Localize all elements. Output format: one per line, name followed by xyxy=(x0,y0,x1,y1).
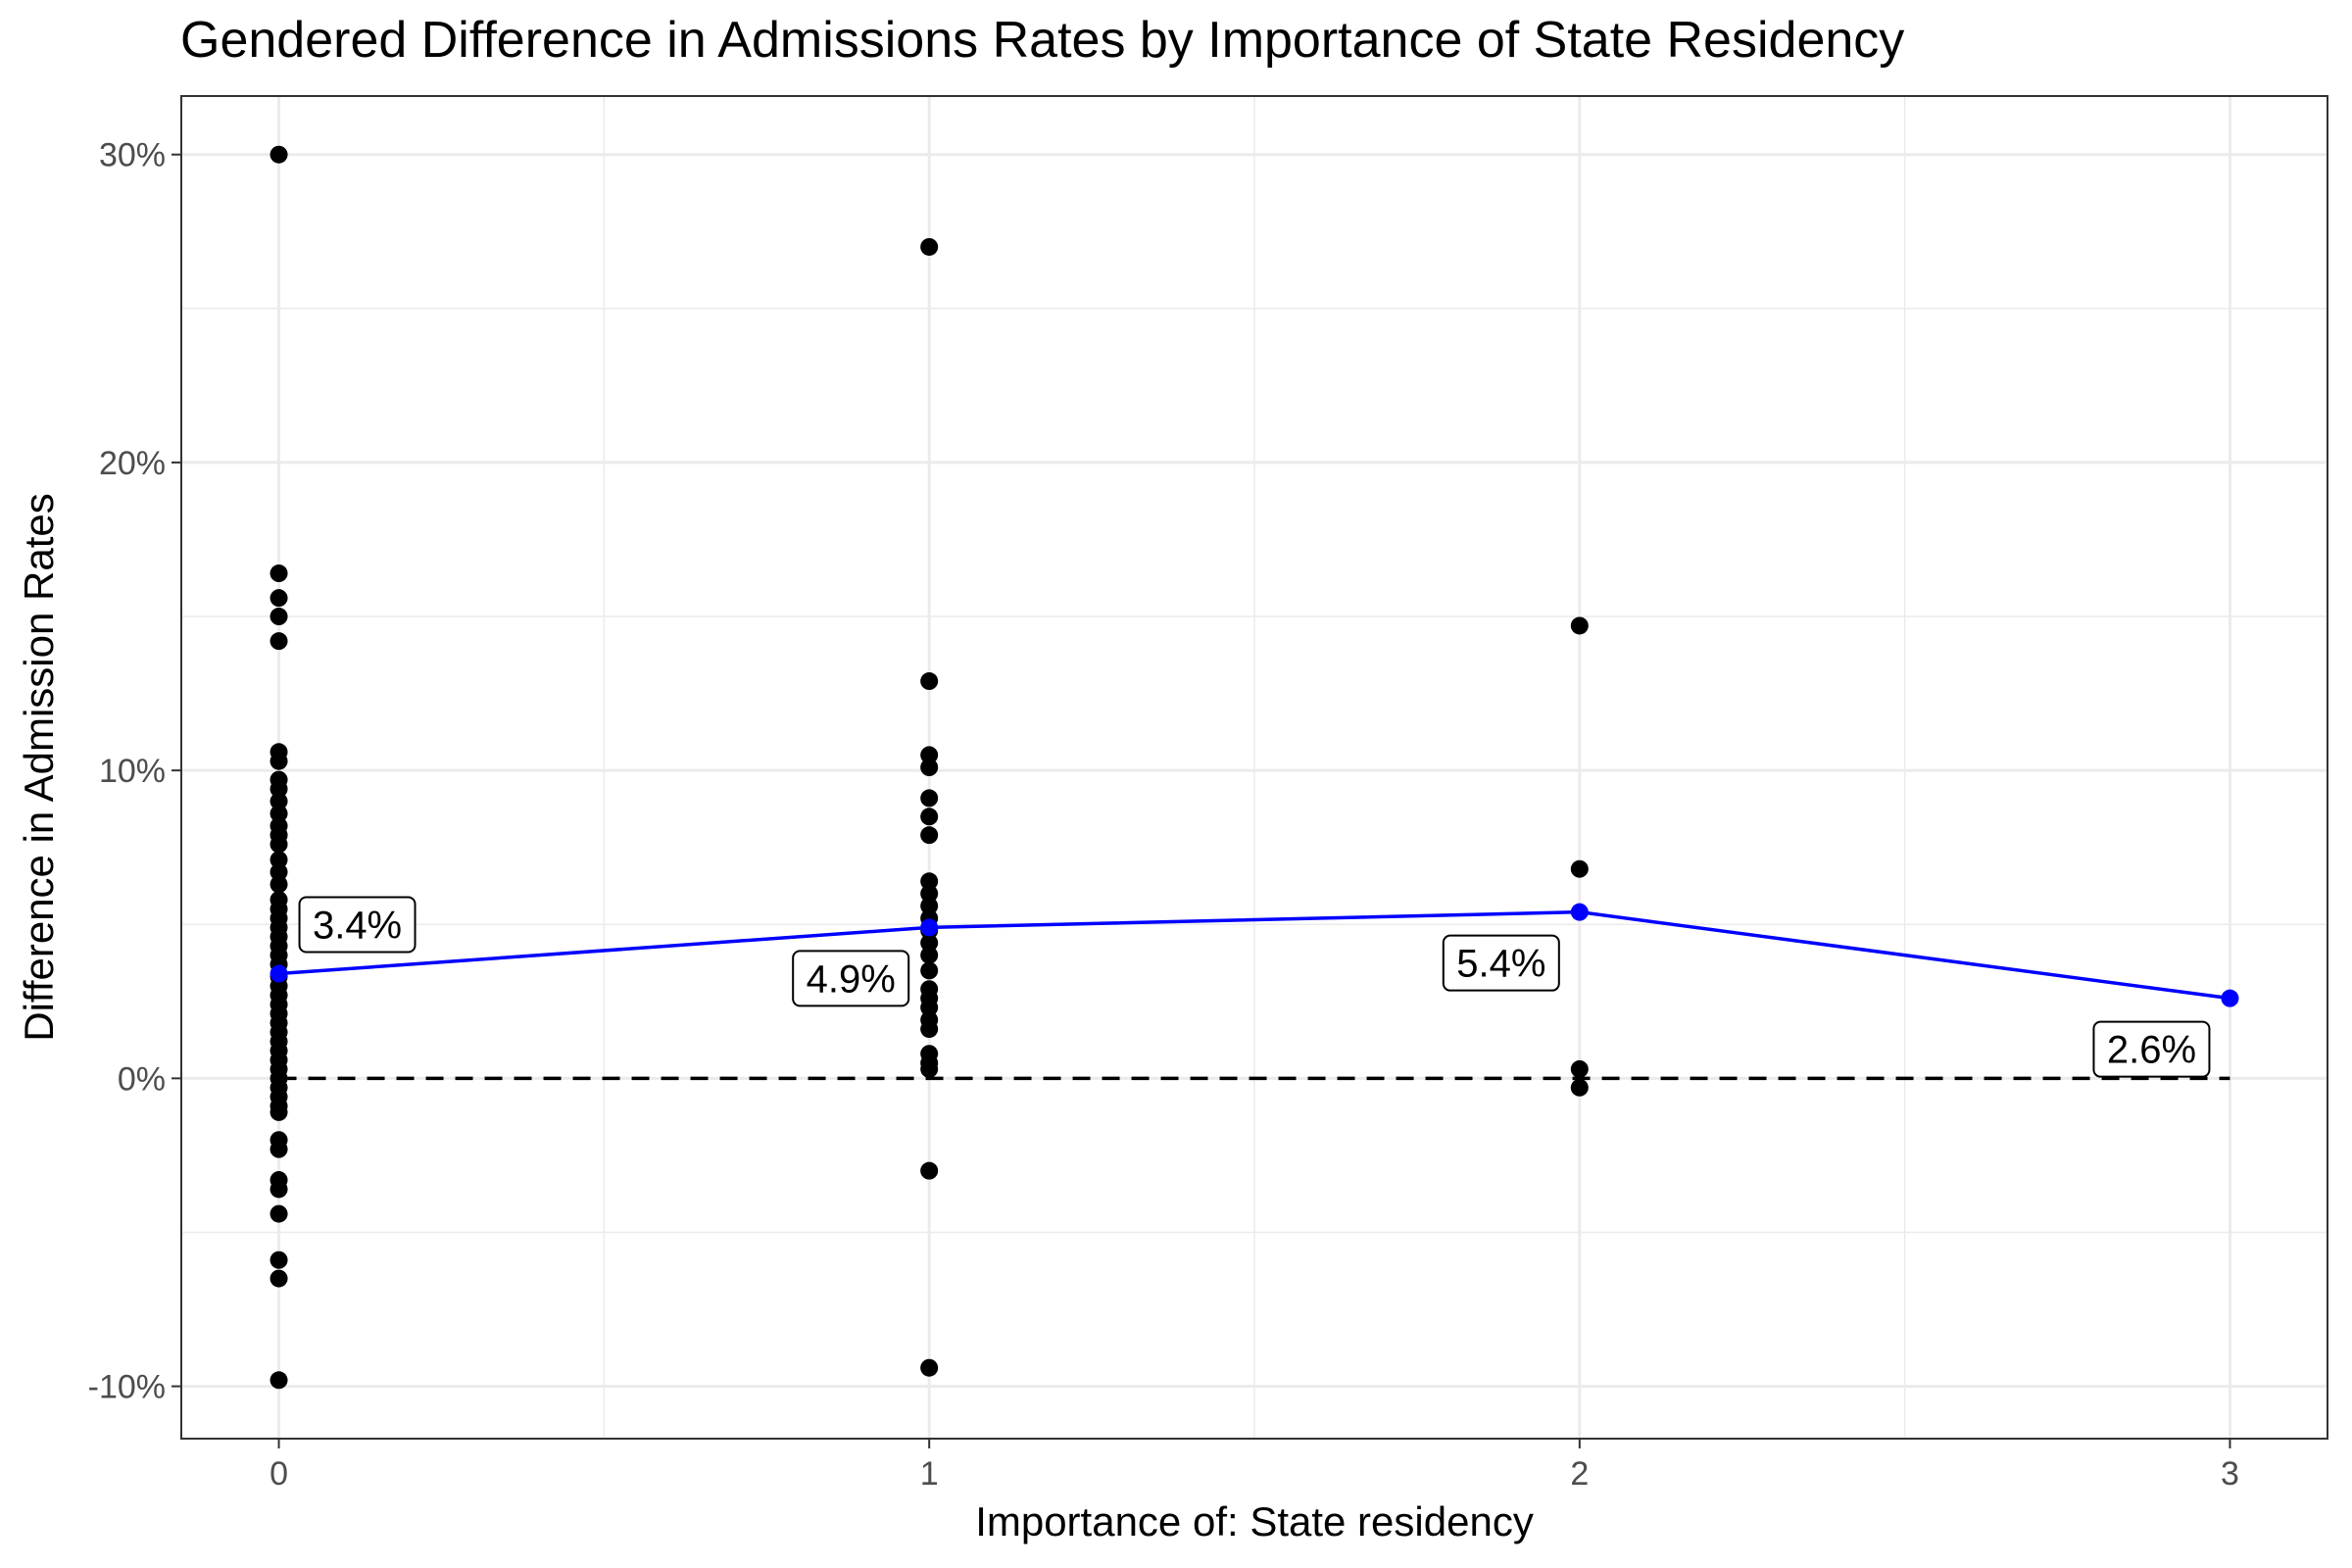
data-point xyxy=(920,897,939,915)
x-tick-label: 0 xyxy=(270,1455,288,1493)
scatter-points xyxy=(270,145,1589,1390)
data-point xyxy=(270,564,288,583)
y-tick-label: 20% xyxy=(99,445,166,482)
data-point xyxy=(1570,1078,1589,1097)
data-labels: 3.4% 4.9% 5.4% 2.6% xyxy=(298,896,2211,1078)
data-label-box xyxy=(792,950,910,1007)
data-point xyxy=(920,961,939,980)
data-point xyxy=(920,1059,939,1078)
x-tick-label: 3 xyxy=(2221,1455,2239,1493)
mean-line xyxy=(278,909,2230,1001)
panel-border xyxy=(180,95,2328,1440)
data-point xyxy=(270,1204,288,1223)
data-label: 4.9% xyxy=(807,957,896,1001)
y-tick-label: 30% xyxy=(99,137,166,174)
data-point xyxy=(270,862,288,881)
data-point xyxy=(920,872,939,891)
data-point xyxy=(920,999,939,1017)
mean-point xyxy=(920,918,939,937)
data-point xyxy=(270,1250,288,1269)
data-point xyxy=(920,759,939,776)
data-point xyxy=(1570,859,1589,878)
data-point xyxy=(920,808,939,826)
mean-point xyxy=(270,964,288,983)
data-label-box xyxy=(1442,934,1560,992)
data-point xyxy=(920,826,939,845)
y-axis-label: Difference in Admission Rates xyxy=(16,493,62,1042)
x-axis: 0 1 2 3 xyxy=(270,1439,2239,1493)
x-axis-label: Importance of: State residency xyxy=(975,1498,1534,1544)
data-point xyxy=(270,1180,288,1199)
data-label-box xyxy=(298,896,416,954)
data-point xyxy=(920,946,939,964)
data-point xyxy=(920,934,939,953)
data-point xyxy=(1570,1059,1589,1078)
data-label: 5.4% xyxy=(1456,943,1545,986)
data-point xyxy=(270,792,288,810)
mean-line-group xyxy=(270,903,2239,1007)
data-point xyxy=(920,746,939,764)
data-point xyxy=(270,875,288,894)
data-point xyxy=(920,1020,939,1039)
mean-point xyxy=(2221,989,2239,1007)
data-point xyxy=(920,672,939,691)
data-point xyxy=(270,752,288,770)
data-point xyxy=(270,1371,288,1390)
data-point xyxy=(270,835,288,854)
data-label: 3.4% xyxy=(313,905,402,948)
mean-point xyxy=(1570,903,1589,921)
data-label: 2.6% xyxy=(2107,1029,2196,1072)
y-tick-label: 0% xyxy=(118,1060,166,1098)
data-point xyxy=(920,789,939,808)
data-point xyxy=(270,1140,288,1158)
data-point xyxy=(920,1358,939,1377)
data-point xyxy=(270,145,288,164)
data-point xyxy=(270,805,288,823)
data-point xyxy=(920,237,939,256)
chart-title: Gendered Difference in Admissions Rates … xyxy=(180,12,1904,69)
x-tick-label: 1 xyxy=(920,1455,939,1493)
data-point xyxy=(270,608,288,626)
data-point xyxy=(270,632,288,651)
y-tick-label: 10% xyxy=(99,753,166,790)
data-point xyxy=(270,1102,288,1121)
data-point xyxy=(270,1269,288,1288)
data-label-box xyxy=(2092,1020,2211,1078)
y-tick-label: -10% xyxy=(88,1369,166,1406)
data-point xyxy=(270,779,288,798)
x-tick-label: 2 xyxy=(1570,1455,1589,1493)
data-point xyxy=(920,1161,939,1180)
data-point xyxy=(920,884,939,903)
y-axis: -10% 0% 10% 20% 30% xyxy=(88,137,181,1406)
data-point xyxy=(1570,616,1589,635)
data-point xyxy=(270,589,288,608)
data-point xyxy=(270,851,288,869)
